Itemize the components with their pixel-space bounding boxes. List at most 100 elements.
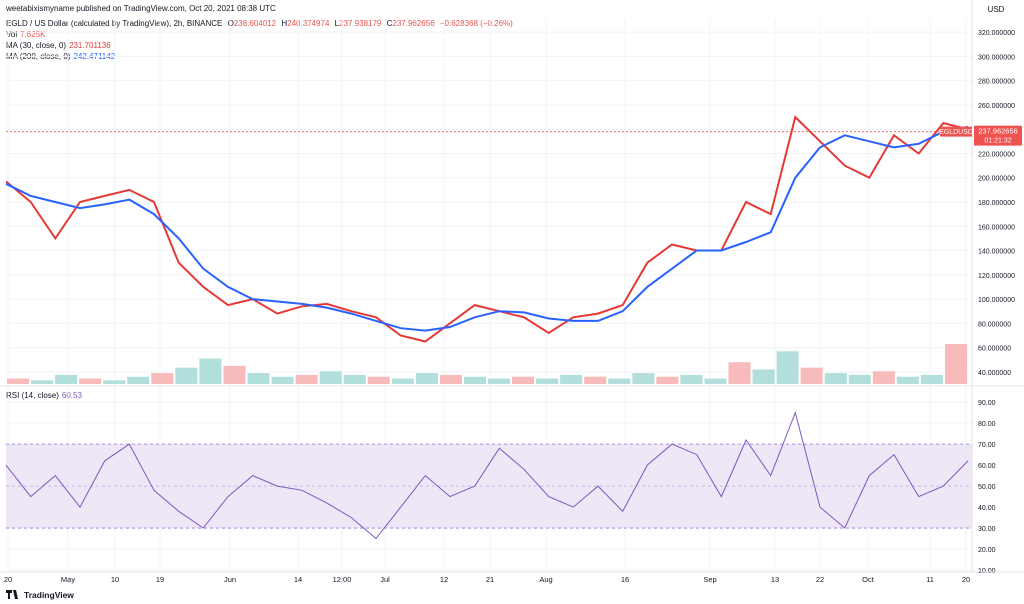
ohlc-open: O238.604012 xyxy=(227,19,277,28)
volume-bar xyxy=(343,374,366,384)
price-tick-label: 260.000000 xyxy=(978,103,1015,110)
volume-bars xyxy=(7,344,967,384)
time-axis: 20 May 10 19 Jun 14 12:00 Jul 12 21 Aug 16 Sep 13 22 Oc… xyxy=(4,575,970,584)
volume-bar xyxy=(560,374,583,384)
volume-bar xyxy=(55,374,78,384)
volume-bar xyxy=(151,373,174,384)
rsi-axis: 90.00 80.00 70.00 60.00 50.00 40.00 30.00 20.00… xyxy=(978,400,996,575)
volume-bar xyxy=(656,376,679,384)
symbol-badge xyxy=(940,126,972,137)
time-tick-label: 22 xyxy=(816,575,824,584)
volume-bar xyxy=(463,376,486,384)
tradingview-logo-icon xyxy=(6,590,18,599)
volume-bar xyxy=(247,373,270,384)
volume-bar xyxy=(319,371,342,384)
time-tick-label: 20 xyxy=(4,575,12,584)
price-tick-label: 280.000000 xyxy=(978,79,1015,86)
rsi-tick-label: 90.00 xyxy=(978,400,996,407)
price-tick-label: 100.000000 xyxy=(978,297,1015,304)
volume-bar xyxy=(536,378,559,384)
ma30-legend: MA (30, close, 0) 231.701136 xyxy=(6,41,111,50)
ohlc-change: −0.628368 (−0.26%) xyxy=(439,19,513,28)
ma30-line xyxy=(5,115,969,343)
rsi-tick-label: 70.00 xyxy=(978,442,996,449)
time-tick-label: 14 xyxy=(294,575,302,584)
time-tick-label: 16 xyxy=(621,575,629,584)
volume-bar xyxy=(824,373,847,384)
rsi-tick-label: 50.00 xyxy=(978,484,996,491)
volume-bar xyxy=(728,362,751,384)
price-axis: 320.000000 300.000000 280.000000 260.000000… xyxy=(978,30,1015,377)
volume-bar xyxy=(872,371,895,384)
volume-bar xyxy=(512,376,535,384)
time-tick-label: Jun xyxy=(224,575,236,584)
volume-bar xyxy=(199,358,222,384)
volume-bar xyxy=(632,373,655,384)
time-tick-label: 20 xyxy=(962,575,970,584)
rsi-tick-label: 40.00 xyxy=(978,505,996,512)
currency-label: USD xyxy=(988,5,1005,14)
volume-bar xyxy=(127,376,150,384)
time-tick-label: Oct xyxy=(862,575,875,584)
volume-bar xyxy=(103,380,126,384)
volume-bar xyxy=(223,365,246,384)
volume-bar xyxy=(175,367,198,384)
volume-bar xyxy=(944,344,967,384)
volume-bar xyxy=(79,378,102,384)
volume-bar xyxy=(7,378,30,384)
volume-bar xyxy=(800,367,823,384)
volume-bar xyxy=(776,351,799,384)
volume-legend: Vol 7.625K xyxy=(6,30,46,39)
ma200-line xyxy=(5,125,969,332)
price-tick-label: 120.000000 xyxy=(978,273,1015,280)
symbol-line: EGLD / US Dollar (calculated by TradingV… xyxy=(6,19,516,29)
time-tick-label: 11 xyxy=(926,575,934,584)
price-tick-label: 140.000000 xyxy=(978,249,1015,256)
price-tick-label: 200.000000 xyxy=(978,176,1015,183)
series-lines xyxy=(5,115,969,540)
time-tick-label: 12:00 xyxy=(333,575,352,584)
rsi-tick-label: 30.00 xyxy=(978,526,996,533)
tradingview-logo[interactable]: TradingView xyxy=(6,590,74,600)
symbol-title: EGLD / US Dollar (calculated by TradingV… xyxy=(6,19,223,28)
rsi-tick-label: 80.00 xyxy=(978,421,996,428)
rsi-tick-label: 60.00 xyxy=(978,463,996,470)
time-tick-label: Aug xyxy=(539,575,552,584)
bar-countdown: 01:21:32 xyxy=(984,138,1011,145)
price-tick-label: 80.000000 xyxy=(978,321,1011,328)
ohlc-low: L237.938179 xyxy=(334,19,382,28)
time-tick-label: Jul xyxy=(380,575,390,584)
volume-bar xyxy=(896,376,919,384)
ohlc-high: H240.374974 xyxy=(281,19,330,28)
price-tick-label: 180.000000 xyxy=(978,200,1015,207)
volume-bar xyxy=(680,374,703,384)
volume-bar xyxy=(367,376,390,384)
publisher-line: weetabixismyname published on TradingVie… xyxy=(6,4,276,13)
volume-bar xyxy=(439,374,462,384)
rsi-line xyxy=(5,411,969,540)
price-tick-label: 60.000000 xyxy=(978,346,1011,353)
time-tick-label: 10 xyxy=(111,575,119,584)
last-price-text: 237.962656 xyxy=(978,127,1018,136)
volume-bar xyxy=(848,374,871,384)
time-tick-label: 12 xyxy=(440,575,448,584)
volume-bar xyxy=(920,374,943,384)
volume-bar xyxy=(608,378,631,384)
volume-bar xyxy=(391,378,414,384)
volume-bar xyxy=(31,380,54,384)
symbol-badge-text: EGLDUSD xyxy=(939,129,973,136)
volume-bar xyxy=(488,378,511,384)
volume-bar xyxy=(271,376,294,384)
price-badges: EGLDUSD 237.962656 01:21:32 xyxy=(939,125,1022,146)
tradingview-brand: TradingView xyxy=(24,590,74,600)
price-tick-label: 160.000000 xyxy=(978,224,1015,231)
last-price-badge xyxy=(974,125,1022,146)
price-tick-label: 300.000000 xyxy=(978,54,1015,61)
volume-bar xyxy=(752,369,775,384)
ohlc-close: C237.962656 xyxy=(386,19,435,28)
rsi-tick-label: 20.00 xyxy=(978,547,996,554)
price-tick-label: 220.000000 xyxy=(978,151,1015,158)
time-tick-label: 19 xyxy=(156,575,164,584)
volume-bar xyxy=(415,373,438,384)
